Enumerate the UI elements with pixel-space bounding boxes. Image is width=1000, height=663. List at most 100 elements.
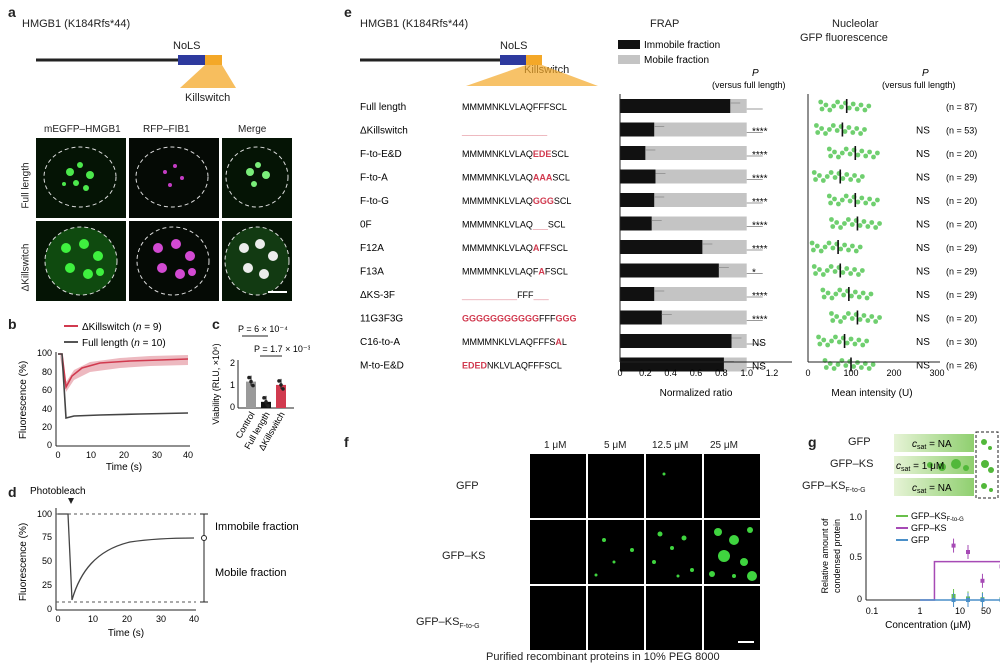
- intensity-point-3-11: [820, 178, 826, 183]
- intensity-point-1-6: [842, 129, 848, 134]
- intensity-point-11-10: [835, 362, 841, 367]
- intensity-point-0-9: [835, 99, 840, 105]
- mutant-seq-1: _________________: [461, 126, 548, 136]
- intensity-point-9-11: [838, 319, 843, 324]
- intensity-point-3-10: [824, 174, 830, 179]
- intensity-point-6-2: [853, 248, 859, 254]
- intensity-point-0-1: [866, 103, 872, 109]
- g-xtick-50: 50: [981, 606, 991, 616]
- intensity-point-2-12: [832, 149, 837, 155]
- construct-title-a: HMGB1 (K184Rfs*44): [22, 18, 131, 30]
- killswitch-mutant-chart: Immobile fraction Mobile fraction P (ver…: [360, 40, 977, 399]
- panel-g: g GFP GFP–KS GFP–KSF-to-G csat = NA csat…: [800, 430, 1000, 663]
- d-curve: [58, 513, 195, 601]
- cell-count-7: (n = 29): [946, 267, 977, 277]
- f-col-25: 25 μM: [710, 440, 738, 451]
- b-ytick-80: 80: [42, 367, 52, 377]
- intensity-point-8-12: [825, 290, 831, 296]
- immobile-bar-5: [620, 216, 652, 231]
- intensity-point-8-1: [868, 291, 874, 297]
- intensity-point-5-3: [869, 220, 875, 225]
- intensity-point-2-0: [826, 146, 832, 152]
- cell-count-11: (n = 26): [946, 361, 977, 371]
- g-row-gfpks: GFP–KS: [830, 458, 874, 470]
- intensity-point-4-0: [826, 193, 832, 199]
- f-col-5: 5 μM: [604, 440, 627, 451]
- panel-c: c P = 6 × 10⁻⁴ P = 1.7 × 10⁻³ 0 1 2 Viab…: [210, 312, 310, 477]
- intensity-point-1-11: [823, 131, 828, 136]
- ratio-tick-5: 1.0: [740, 368, 753, 378]
- panel-label-f: f: [344, 434, 349, 450]
- intensity-point-3-6: [840, 176, 846, 181]
- c-p2: P = 1.7 × 10⁻³: [254, 344, 310, 354]
- intensity-point-1-4: [850, 130, 856, 135]
- viability-bar-2: [276, 384, 286, 408]
- intensity-point-10-13: [817, 341, 823, 347]
- gfp-point-2: [980, 598, 985, 602]
- intensity-point-3-0: [811, 170, 817, 175]
- intensity-point-2-10: [839, 150, 845, 156]
- cell-count-8: (n = 29): [946, 290, 977, 300]
- mutant-name-8: ΔKS-3F: [360, 290, 395, 301]
- mutant-seq-0: MMMMNKLVLAQFFFSCL: [462, 102, 567, 112]
- gfpks-point-0: [951, 543, 956, 548]
- intensity-point-0-11: [827, 107, 833, 113]
- mutant-seq-7: MMMMNKLVLAQFAFSCL: [462, 267, 568, 277]
- intensity-point-2-6: [855, 152, 861, 158]
- panel-label-a: a: [8, 4, 16, 20]
- intensity-point-6-10: [822, 244, 828, 250]
- intensity-point-2-9: [843, 146, 849, 152]
- mutant-name-3: F-to-A: [360, 173, 388, 184]
- intensity-point-1-3: [854, 126, 860, 131]
- frap-curve-chart: ΔKillswitch (n = 9) Full length (n = 10)…: [18, 322, 193, 472]
- intensity-point-5-2: [873, 225, 879, 230]
- intensity-point-9-3: [869, 314, 875, 319]
- frap-p-7: *: [752, 268, 756, 279]
- immobile-bar-6: [620, 240, 703, 254]
- intensity-point-3-3: [852, 173, 857, 178]
- legend-fl: Full length (n = 10): [82, 338, 166, 349]
- intensity-point-9-1: [877, 315, 882, 320]
- gfp-point-1: [966, 598, 970, 602]
- intensity-point-2-5: [859, 148, 865, 154]
- g-csat-ftog: csat = NA: [912, 483, 952, 495]
- panel-label-e: e: [344, 4, 352, 20]
- viability-point-1-0: [262, 396, 266, 400]
- f-row-gfp: GFP: [456, 480, 479, 492]
- intensity-point-7-8: [832, 269, 838, 274]
- g-ylabel-2: condensed protein: [832, 519, 842, 593]
- intensity-point-6-4: [846, 247, 851, 253]
- e-xlabel-ratio: Normalized ratio: [660, 388, 733, 399]
- nuc-p-5: NS: [916, 220, 930, 231]
- intensity-point-8-0: [820, 287, 826, 293]
- intensity-point-0-2: [862, 107, 868, 113]
- frap-p-2: ****: [752, 150, 768, 161]
- cell-count-9: (n = 20): [946, 314, 977, 324]
- intensity-point-10-6: [844, 340, 850, 346]
- intensity-point-1-13: [815, 130, 821, 135]
- g-legend-ftog: GFP–KSF-to-G: [911, 511, 964, 523]
- intensity-point-7-4: [848, 271, 854, 276]
- nuc-p-3: NS: [916, 173, 930, 184]
- b-xtick-0: 0: [55, 450, 60, 460]
- intensity-point-9-9: [845, 311, 851, 316]
- frap-p-4: ****: [752, 197, 768, 208]
- b-xtick-20: 20: [119, 450, 129, 460]
- intensity-point-1-12: [819, 126, 824, 131]
- mobile-fraction-label: Mobile fraction: [215, 567, 287, 579]
- panel-a: a HMGB1 (K184Rfs*44) NoLS Killswitch mEG…: [0, 0, 300, 301]
- intensity-point-5-9: [845, 217, 851, 222]
- legend-mobile: Mobile fraction: [644, 55, 709, 66]
- intensity-point-6-3: [850, 243, 855, 249]
- frap-p-5: ****: [752, 221, 768, 232]
- killswitch-label-a: Killswitch: [185, 92, 231, 104]
- intensity-point-11-11: [831, 366, 837, 371]
- intensity-point-3-8: [832, 175, 838, 180]
- b-xtick-10: 10: [86, 450, 96, 460]
- f-row-gfpks-ftog: GFP–KSF-to-G: [416, 616, 480, 631]
- col-label-gfp: mEGFP–HMGB1: [44, 124, 121, 135]
- intensity-point-2-3: [867, 149, 872, 155]
- intensity-point-2-4: [863, 153, 869, 159]
- immobile-bar-2: [620, 146, 646, 160]
- intensity-point-8-4: [856, 294, 862, 300]
